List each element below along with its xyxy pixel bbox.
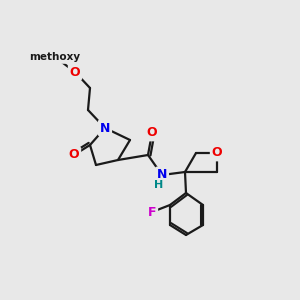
Text: N: N <box>100 122 110 134</box>
Text: H: H <box>154 180 164 190</box>
Text: O: O <box>212 146 222 160</box>
Text: methoxy: methoxy <box>29 52 81 62</box>
Text: O: O <box>147 127 157 140</box>
Text: methoxy: methoxy <box>29 52 81 62</box>
Text: O: O <box>70 65 80 79</box>
Text: F: F <box>148 206 156 218</box>
Text: N: N <box>157 169 167 182</box>
Text: O: O <box>69 148 79 161</box>
